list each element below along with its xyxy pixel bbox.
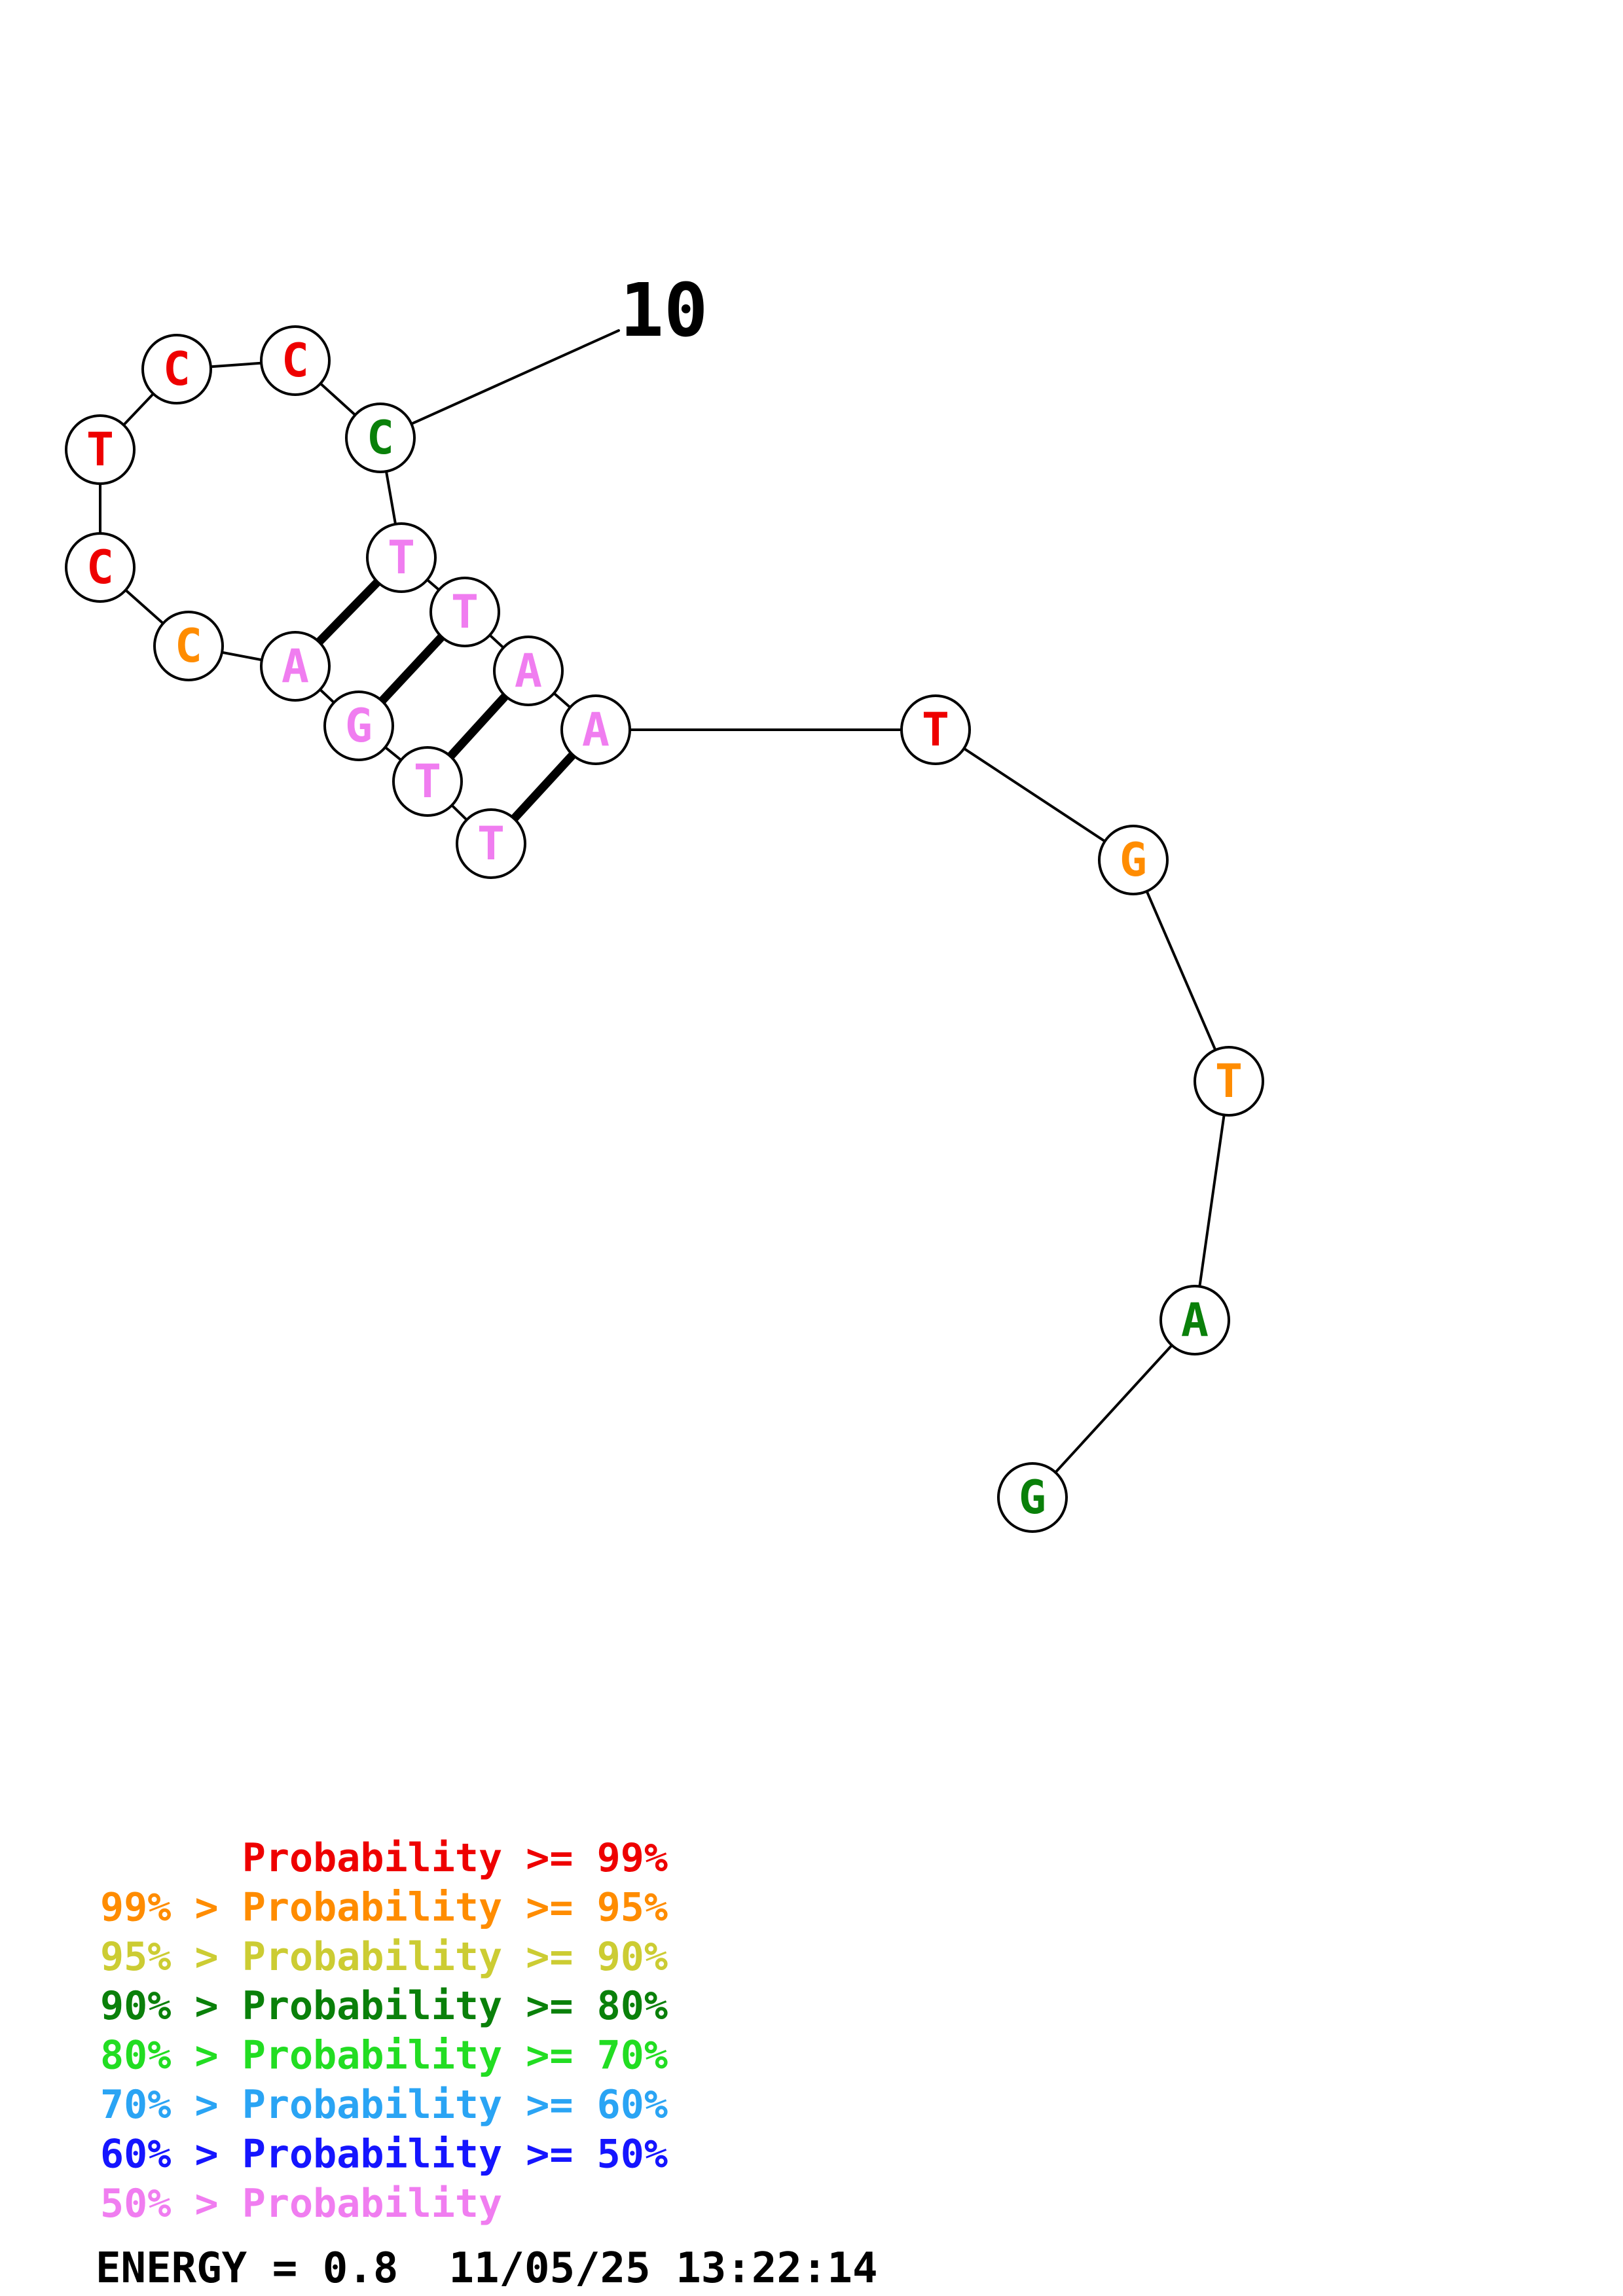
- base-13: T: [65, 414, 136, 485]
- base-7-circle: [493, 636, 564, 706]
- base-11: C: [260, 325, 331, 396]
- legend-row-ge70: 80% > Probability >= 70%: [100, 2033, 668, 2079]
- base-17-circle: [323, 691, 394, 761]
- base-8-circle: [429, 577, 500, 647]
- base-10-letter: C: [367, 411, 394, 465]
- legend-row-ge95: 99% > Probability >= 95%: [100, 1884, 668, 1930]
- base-3: T: [1194, 1046, 1264, 1117]
- base-2: A: [1159, 1285, 1230, 1355]
- legend-row-ge60: 70% > Probability >= 60%: [100, 2082, 668, 2128]
- base-15: C: [153, 611, 224, 681]
- probability-legend: Probability >= 99%99% > Probability >= 9…: [100, 1835, 668, 2227]
- base-12-letter: C: [163, 342, 191, 396]
- base-3-circle: [1194, 1046, 1264, 1117]
- bonds-layer: [99, 329, 1230, 1499]
- base-14-letter: C: [86, 541, 114, 594]
- base-4-circle: [1098, 825, 1169, 895]
- legend-row-ge99: Probability >= 99%: [100, 1835, 668, 1881]
- base-16-letter: A: [282, 639, 309, 693]
- base-14: C: [65, 532, 136, 603]
- base-9-letter: T: [388, 531, 415, 584]
- base-12: C: [141, 334, 212, 404]
- base-13-letter: T: [86, 423, 114, 476]
- base-3-letter: T: [1215, 1054, 1243, 1108]
- base-6: A: [560, 694, 631, 765]
- base-18-letter: T: [414, 755, 441, 808]
- base-6-letter: A: [582, 703, 610, 757]
- base-19: T: [456, 808, 526, 879]
- sequence-position-label: 10: [620, 268, 708, 353]
- base-15-letter: C: [175, 619, 202, 673]
- base-10-circle: [345, 403, 416, 473]
- base-17: G: [323, 691, 394, 761]
- backbone-segment-3-4: [1132, 859, 1230, 1083]
- base-10: C: [345, 403, 416, 473]
- base-18-circle: [392, 746, 463, 817]
- base-16-circle: [260, 631, 331, 702]
- base-12-circle: [141, 334, 212, 404]
- base-4: G: [1098, 825, 1169, 895]
- backbone-segment-1-2: [1031, 1319, 1196, 1499]
- base-1-circle: [997, 1462, 1068, 1533]
- backbone-segment-4-5: [934, 728, 1135, 861]
- base-15-circle: [153, 611, 224, 681]
- base-18: T: [392, 746, 463, 817]
- base-13-circle: [65, 414, 136, 485]
- base-4-letter: G: [1120, 833, 1147, 887]
- base-5-circle: [900, 694, 971, 765]
- base-19-letter: T: [477, 817, 505, 870]
- base-9: T: [366, 522, 437, 593]
- base-17-letter: G: [345, 699, 373, 753]
- base-11-circle: [260, 325, 331, 396]
- base-5: T: [900, 694, 971, 765]
- label-pointer-line: [379, 329, 620, 439]
- base-9-circle: [366, 522, 437, 593]
- base-16: A: [260, 631, 331, 702]
- base-7: A: [493, 636, 564, 706]
- legend-row-ge90: 95% > Probability >= 90%: [100, 1934, 668, 1980]
- base-6-circle: [560, 694, 631, 765]
- base-1-letter: G: [1019, 1471, 1046, 1524]
- energy-footer: ENERGY = 0.8 11/05/25 13:22:14: [96, 2244, 877, 2293]
- base-8: T: [429, 577, 500, 647]
- base-1: G: [997, 1462, 1068, 1533]
- legend-row-lt50: 50% > Probability: [100, 2181, 502, 2227]
- legend-row-ge50: 60% > Probability >= 50%: [100, 2131, 668, 2177]
- base-2-circle: [1159, 1285, 1230, 1355]
- base-5-letter: T: [922, 703, 949, 757]
- base-14-circle: [65, 532, 136, 603]
- base-8-letter: T: [451, 585, 479, 639]
- base-7-letter: A: [515, 644, 542, 698]
- base-11-letter: C: [282, 334, 309, 387]
- base-19-circle: [456, 808, 526, 879]
- legend-row-ge80: 90% > Probability >= 80%: [100, 1983, 668, 2029]
- base-2-letter: A: [1181, 1293, 1209, 1347]
- backbone-segment-2-3: [1194, 1080, 1230, 1321]
